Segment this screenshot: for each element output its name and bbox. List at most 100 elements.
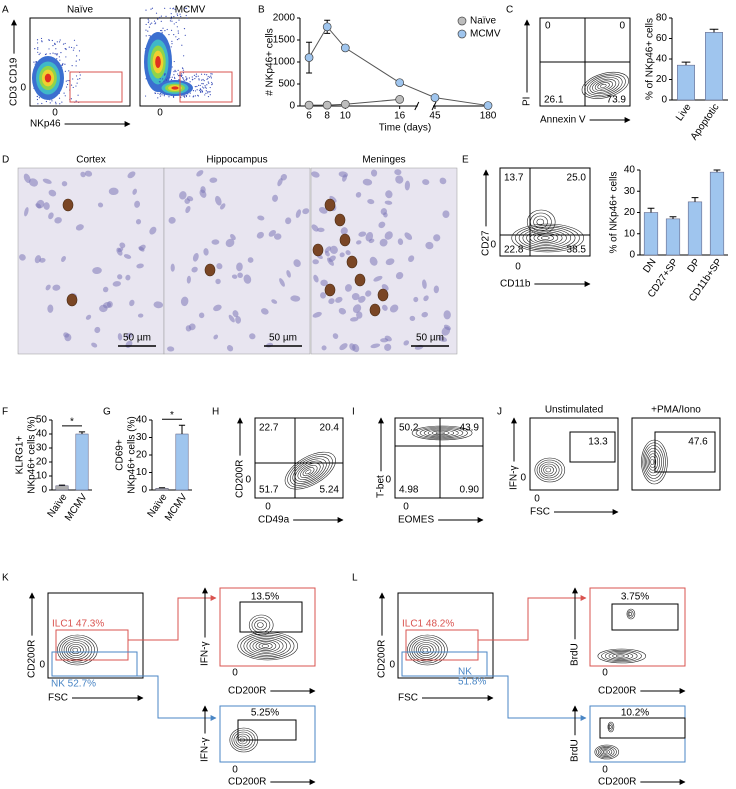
nucleus (209, 177, 218, 183)
nucleus (23, 173, 31, 184)
nucleus (329, 245, 338, 254)
bar (677, 64, 695, 101)
nucleus (389, 304, 399, 313)
nucleus (433, 234, 441, 242)
point (430, 93, 440, 102)
event (63, 92, 65, 94)
event (181, 74, 183, 76)
nucleus (249, 333, 256, 340)
nucleus (344, 284, 352, 292)
event (151, 22, 153, 24)
axis-label: CD200R (598, 777, 636, 788)
event (147, 30, 149, 32)
nucleus (367, 199, 375, 205)
label: 50 µm (269, 333, 297, 344)
nucleus (385, 258, 395, 266)
event (41, 40, 43, 42)
contour (284, 451, 336, 490)
panel-label: H (212, 407, 219, 418)
event (185, 76, 187, 78)
event (155, 12, 158, 14)
event (37, 47, 39, 49)
contour (627, 610, 634, 618)
contour (292, 458, 327, 484)
nucleus (235, 315, 242, 324)
event (199, 84, 201, 87)
nucleus (75, 224, 84, 231)
contour (645, 447, 662, 477)
plot-frame (529, 417, 619, 491)
contour (530, 212, 552, 232)
label: 0 (39, 660, 45, 671)
event (77, 94, 79, 96)
bar (705, 32, 723, 101)
contour (419, 427, 464, 439)
x-tick-label: 6 (306, 111, 312, 122)
gate (599, 717, 686, 739)
nucleus (423, 295, 429, 302)
nucleus (385, 190, 393, 199)
event (151, 7, 154, 9)
nucleus (443, 310, 451, 320)
label: NK (458, 667, 472, 678)
nucleus (317, 227, 325, 233)
nucleus (103, 301, 112, 309)
event (36, 95, 38, 98)
label: 0 (232, 668, 238, 679)
event (37, 51, 39, 53)
y-tick-label: 10 (136, 467, 148, 478)
nucleus (380, 338, 389, 343)
event (161, 31, 163, 33)
nucleus (339, 252, 345, 258)
event (159, 93, 161, 95)
event (33, 61, 35, 63)
event (195, 73, 198, 75)
event (158, 81, 161, 83)
label: 13.5% (251, 592, 279, 603)
event (51, 100, 53, 102)
event (171, 20, 173, 22)
plot-frame (47, 592, 144, 679)
nucleus (356, 311, 363, 319)
nucleus (439, 177, 447, 185)
nucleus (379, 238, 388, 247)
event (68, 46, 70, 48)
event (75, 85, 77, 87)
axis-label: Annexin V (540, 115, 586, 126)
nucleus (102, 286, 109, 293)
series-line (309, 98, 400, 106)
label: 0 (52, 108, 58, 119)
label: 0 (602, 765, 608, 776)
event (65, 48, 67, 51)
nucleus (321, 345, 327, 351)
event (201, 90, 204, 92)
event (58, 56, 60, 58)
label: 4.98 (399, 485, 419, 496)
plot-frame (589, 587, 686, 667)
nucleus (350, 317, 359, 322)
event (194, 90, 197, 92)
nucleus (226, 345, 234, 352)
nucleus (352, 304, 362, 313)
event (194, 77, 196, 80)
nucleus (191, 266, 198, 273)
nucleus (351, 293, 360, 301)
nucleus (329, 195, 337, 203)
error-bar (158, 487, 166, 489)
y-axis-label: CD69+ (115, 439, 126, 471)
nucleus (237, 272, 243, 279)
event (197, 84, 200, 87)
contour (431, 430, 450, 436)
event (162, 27, 164, 29)
event (194, 86, 196, 88)
event (207, 81, 209, 83)
event (196, 85, 198, 88)
contour (287, 454, 333, 488)
event (147, 21, 149, 24)
axis-label: CD200R (27, 640, 38, 678)
event (196, 89, 198, 91)
nucleus (324, 246, 332, 253)
event (64, 95, 66, 97)
label: 0 (403, 502, 409, 513)
contour (422, 647, 429, 653)
